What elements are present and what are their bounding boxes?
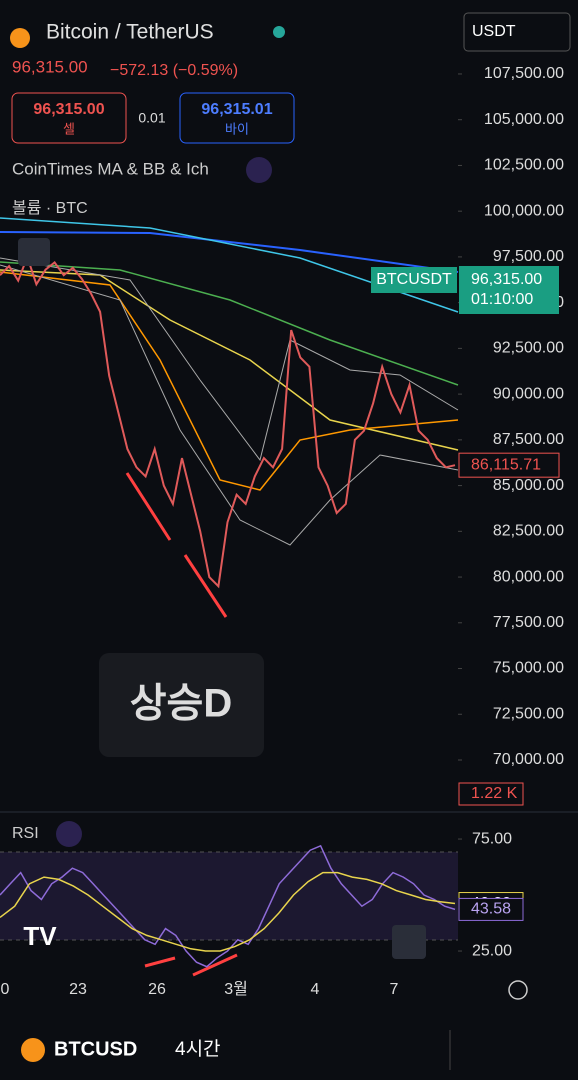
currency-select[interactable] <box>463 12 571 52</box>
footer-interval[interactable]: 4시간 <box>175 1038 221 1060</box>
sell-price[interactable]: 96,315.00 <box>33 101 104 118</box>
y-tick-label: 80,000.00 <box>493 568 564 585</box>
data-line <box>0 844 456 968</box>
x-tick-label: 3월 <box>224 980 248 998</box>
scroll-button[interactable] <box>392 925 426 959</box>
watermark: 상승D <box>130 682 233 726</box>
y-tick-label: 107,500.00 <box>484 65 564 82</box>
price: 96,315.00 <box>12 57 88 76</box>
y-tick-label: 70,000.00 <box>493 751 564 768</box>
x-tick-label: 23 <box>69 981 87 998</box>
price-tag <box>459 266 559 314</box>
collapse-button[interactable] <box>18 238 50 266</box>
y-tick-label: 97,500.00 <box>493 248 564 265</box>
y-tick-label: 87,500.00 <box>493 431 564 448</box>
y-tick-label: 92,500.00 <box>493 340 564 357</box>
rsi-icon[interactable] <box>56 821 82 847</box>
indicator: 볼륨 · BTC <box>12 199 88 217</box>
rsi-tag <box>458 897 524 921</box>
change: −572.13 (−0.59%) <box>110 62 238 79</box>
ma-line <box>0 231 459 273</box>
spread: 0.01 <box>138 110 165 126</box>
symbol-tag <box>371 267 457 293</box>
y-tick-label: 102,500.00 <box>484 157 564 174</box>
y-tick-label: 75.00 <box>472 830 512 847</box>
drawn-trendline <box>144 956 176 968</box>
sell-label[interactable]: 셀 <box>63 121 75 136</box>
y-tick-label: 75,000.00 <box>493 660 564 677</box>
data-line <box>0 871 456 952</box>
y-tick-label: 77,500.00 <box>493 614 564 631</box>
ma-line <box>0 271 459 491</box>
logo: TV <box>23 921 57 951</box>
symbol: Bitcoin / TetherUS <box>46 21 214 44</box>
buy-button[interactable] <box>179 92 295 144</box>
ma-line <box>0 261 459 386</box>
status-dot <box>273 26 285 38</box>
volume-label: 1.22 K <box>471 785 518 802</box>
drawn-trendline <box>125 472 172 541</box>
x-tick-label: 0 <box>1 981 10 998</box>
price-tag-label: 96,315.00 <box>471 271 542 288</box>
btc-icon <box>10 28 30 48</box>
y-tick-label: 25.00 <box>472 942 512 959</box>
bottom-bar <box>0 1012 578 1080</box>
x-tick-label: 7 <box>390 981 399 998</box>
volume-tag <box>458 782 524 806</box>
indicator: CoinTimes MA & BB & Ich <box>12 159 209 178</box>
btc-icon <box>21 1038 45 1062</box>
y-tick-label: 100,000.00 <box>484 202 564 219</box>
symbol-tag-label: BTCUSDT <box>376 271 452 288</box>
bb-line <box>0 264 459 546</box>
y-tick-label: 82,500.00 <box>493 523 564 540</box>
indicator-icon[interactable] <box>246 157 272 183</box>
data-line <box>0 253 456 589</box>
rsi-title: RSI <box>12 825 39 842</box>
rsi-band <box>0 852 458 940</box>
y-tick-label: 90,000.00 <box>493 385 564 402</box>
sell-button[interactable] <box>11 92 127 144</box>
y-tick-label: 72,500.00 <box>493 705 564 722</box>
footer-symbol[interactable]: BTCUSD <box>54 1038 137 1060</box>
last-price-tag <box>458 452 560 478</box>
ma-line <box>0 269 459 451</box>
drawn-trendline <box>192 953 238 977</box>
y-tick-label: 85,000.00 <box>493 477 564 494</box>
drawn-trendline <box>183 554 228 618</box>
y-tick-label: 105,000.00 <box>484 111 564 128</box>
last-price-label: 86,115.71 <box>471 456 541 473</box>
bb-line <box>0 257 459 462</box>
rsi-tag-label: 43.58 <box>471 901 511 918</box>
buy-price[interactable]: 96,315.01 <box>201 101 272 118</box>
watermark-box <box>99 653 264 757</box>
x-tick-label: 26 <box>148 981 166 998</box>
x-tick-label: 4 <box>311 981 320 998</box>
currency[interactable]: USDT <box>472 23 516 40</box>
countdown: 01:10:00 <box>471 291 533 308</box>
buy-label[interactable]: 바이 <box>225 121 249 136</box>
settings-icon[interactable] <box>508 980 528 1000</box>
